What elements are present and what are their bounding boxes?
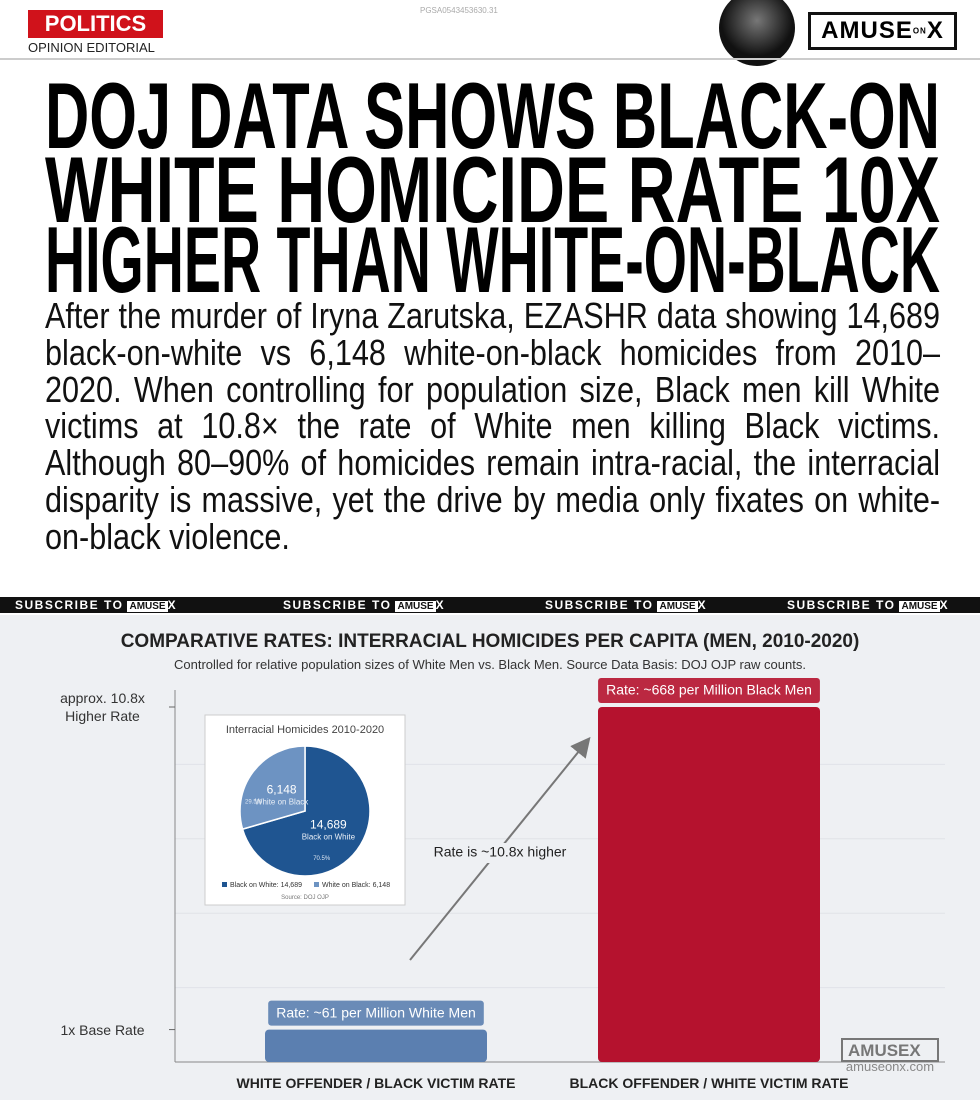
header-rule: [0, 58, 980, 60]
bar-value-label: Rate: ~668 per Million Black Men: [606, 682, 812, 698]
watermark-mark: X: [909, 1041, 921, 1060]
body-text: After the murder of Iryna Zarutska, EZAS…: [45, 295, 941, 557]
headline: DOJ DATA SHOWS BLACK-ON WHITE HOMICIDE R…: [45, 63, 940, 298]
value-label-box: [268, 1000, 484, 1026]
avatar: [719, 0, 795, 66]
y-tick-label: approx. 10.8x Higher Rate: [60, 690, 145, 724]
logo-word: AMUSE: [821, 17, 913, 44]
pie-slice: [239, 745, 306, 831]
pie-title: Interracial Homicides 2010-2020: [226, 724, 384, 736]
watermark-url: amuseonx.com: [846, 1059, 934, 1074]
banner-mark: X: [939, 598, 950, 612]
banner: SUBSCRIBE TO AMUSE X SUBSCRIBE TO AMUSE X SUBS…: [0, 597, 980, 613]
banner-mark: X: [167, 598, 178, 612]
banner-text: SUBSCRIBE TO: [15, 598, 124, 612]
pie-source: Source: DOJ OJP: [281, 895, 329, 901]
bar: [598, 707, 820, 1062]
annotation: Rate is ~10.8x higher: [434, 844, 567, 860]
headline-line: DOJ DATA SHOWS BLACK-ON: [45, 63, 940, 168]
bar-value-label: Rate: ~61 per Million White Men: [276, 1004, 476, 1020]
chart-subtitle: Controlled for relative population sizes…: [174, 657, 806, 672]
body: After the murder of Iryna Zarutska, EZAS…: [45, 295, 941, 557]
x-tick-label: BLACK OFFENDER / WHITE VICTIM RATE: [570, 1075, 849, 1091]
y-tick-label-wrap: 1x Base Rate: [40, 1008, 165, 1052]
banner-mark: X: [697, 598, 708, 612]
legend-swatch: [222, 882, 227, 887]
banner-logo: AMUSE: [657, 601, 698, 612]
logo: AMUSEONX: [808, 12, 957, 50]
headline-line: HIGHER THAN WHITE-ON-BLACK: [45, 207, 940, 298]
chart-title: COMPARATIVE RATES: INTERRACIAL HOMICIDES…: [121, 631, 860, 652]
banner-logo: AMUSE: [395, 601, 436, 612]
pie-percent-label: 29.5%: [245, 800, 263, 806]
banner-logo: AMUSE: [127, 601, 168, 612]
watermark-logo: AMUSEX: [848, 1041, 921, 1060]
code: PGSA0543453630.31: [420, 6, 498, 15]
pie-slice-label: Black on White: [302, 833, 356, 842]
pie-percent-label: 70.5%: [313, 856, 331, 862]
banner-item: SUBSCRIBE TO AMUSE X: [787, 597, 949, 615]
headline-line: WHITE HOMICIDE RATE 10X: [45, 137, 940, 242]
y-tick-label: 1x Base Rate: [60, 1021, 145, 1038]
pie-inset: Interracial Homicides 2010-202014,689Bla…: [204, 714, 406, 906]
annotation-bg: [428, 843, 572, 863]
banner-text: SUBSCRIBE TO: [787, 598, 896, 612]
pie-value-label: 14,689: [310, 818, 347, 832]
banner-item: SUBSCRIBE TO AMUSE X: [15, 597, 177, 615]
banner-item: SUBSCRIBE TO AMUSE X: [283, 597, 445, 615]
pie-value-label: 6,148: [267, 782, 297, 796]
logo-mark: X: [926, 17, 944, 44]
section-label: POLITICS: [28, 10, 163, 38]
banner-item: SUBSCRIBE TO AMUSE X: [545, 597, 707, 615]
pie-slice: [241, 745, 371, 877]
y-tick-label-wrap: approx. 10.8x Higher Rate: [40, 685, 165, 729]
legend-label: Black on White: 14,689: [230, 882, 302, 889]
banner-text: SUBSCRIBE TO: [283, 598, 392, 612]
banner-logo: AMUSE: [899, 601, 940, 612]
x-tick-label: WHITE OFFENDER / BLACK VICTIM RATE: [237, 1075, 516, 1091]
watermark-word: AMUSE: [848, 1041, 909, 1060]
banner-mark: X: [435, 598, 446, 612]
legend-label: White on Black: 6,148: [322, 882, 390, 889]
logo-small: ON: [912, 26, 927, 36]
kicker: OPINION EDITORIAL: [28, 40, 155, 55]
chart: COMPARATIVE RATES: INTERRACIAL HOMICIDES…: [0, 615, 980, 1100]
y-tick-label-box: approx. 10.8x Higher Rate: [40, 685, 165, 729]
value-label-box: [598, 678, 820, 704]
pie-slice-label: White on Black: [255, 797, 309, 806]
watermark-box: [841, 1038, 939, 1062]
y-tick-label-box: 1x Base Rate: [40, 1008, 165, 1052]
legend-swatch: [314, 882, 319, 887]
banner-text: SUBSCRIBE TO: [545, 598, 654, 612]
bar: [265, 1029, 487, 1062]
